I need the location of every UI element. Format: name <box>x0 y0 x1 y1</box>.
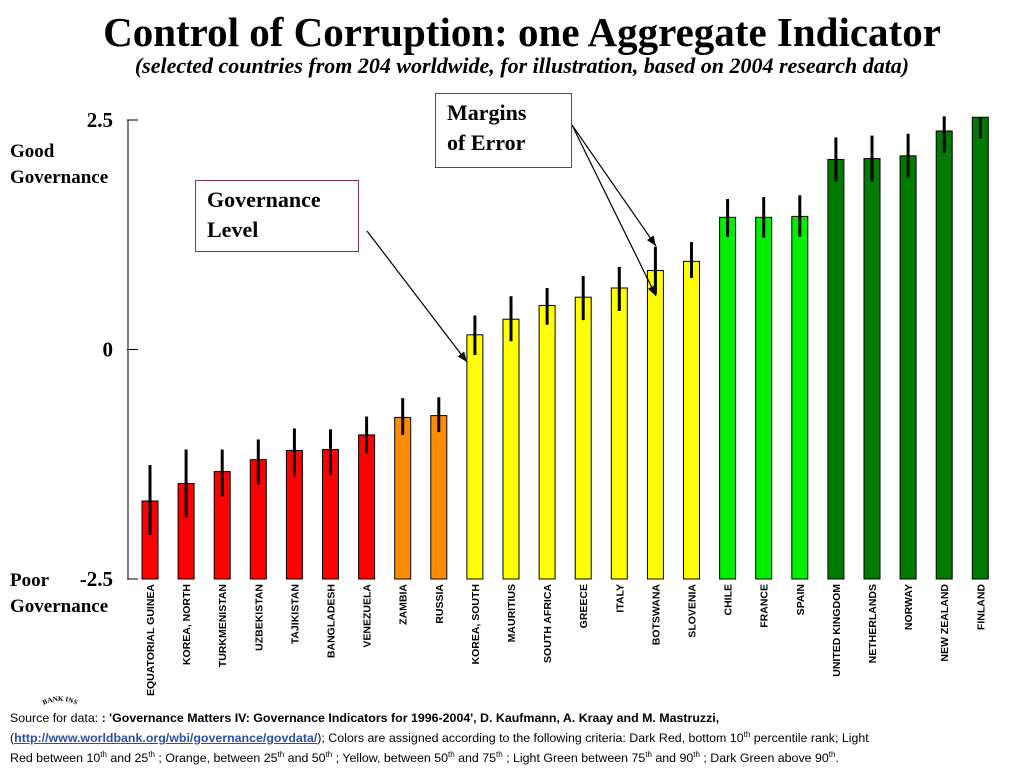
good-label-line2: Governance <box>10 167 109 188</box>
category-label: FRANCE <box>759 584 771 628</box>
criteria-text-6: and 75 <box>454 751 497 765</box>
category-label: NORWAY <box>903 584 915 630</box>
governance-level-callout: Governance Level <box>195 180 359 252</box>
chart-subtitle: (selected countries from 204 worldwide, … <box>134 53 910 78</box>
sup-th: th <box>496 749 503 759</box>
sup-th: th <box>693 749 700 759</box>
governance-level-arrow-line <box>366 230 468 363</box>
world-bank-institute-logo: BANK INS <box>41 695 79 707</box>
bar <box>430 415 448 580</box>
bar <box>719 216 737 580</box>
category-label: FINLAND <box>975 584 987 630</box>
category-label: TAJIKISTAN <box>289 584 301 644</box>
sup-th: th <box>828 749 836 759</box>
category-label: UNITED KINGDOM <box>831 584 843 677</box>
category-label: SOUTH AFRICA <box>542 584 554 663</box>
governance-level-arrow-head <box>457 351 467 362</box>
bar <box>863 158 881 580</box>
criteria-text-9: ; Dark Green above 90 <box>699 751 829 765</box>
criteria-end: . <box>835 751 839 765</box>
poor-governance-label: Poor Governance <box>10 568 108 620</box>
bar <box>646 270 664 580</box>
sup-th: th <box>448 749 455 759</box>
poor-label-line2: Governance <box>10 596 109 617</box>
bar <box>502 318 520 580</box>
y-tick-label: 0 <box>103 338 114 362</box>
sup-th: th <box>148 749 155 759</box>
category-label: MAURITIUS <box>506 584 518 642</box>
category-label: ITALY <box>614 584 626 613</box>
category-label: UZBEKISTAN <box>253 584 265 651</box>
bar <box>358 434 376 580</box>
chart-title: Control of Corruption: one Aggregate Ind… <box>103 9 941 55</box>
sup-th: th <box>277 749 285 759</box>
criteria-text-4: and 50 <box>284 751 326 765</box>
source-link[interactable]: http://www.worldbank.org/wbi/governance/… <box>14 731 318 745</box>
bar <box>394 416 412 580</box>
category-label: RUSSIA <box>434 584 446 624</box>
category-label: EQUATORIAL GUINEA <box>145 584 157 696</box>
criteria-text-8: and 90 <box>651 751 694 765</box>
category-label: KOREA, SOUTH <box>470 584 482 665</box>
governance-callout-line1: Governance <box>207 187 321 212</box>
margins-arrow-lower-line <box>571 124 657 297</box>
bar <box>971 116 989 580</box>
sup-th: th <box>325 749 333 759</box>
good-label-line1: Good <box>10 141 55 162</box>
category-label: BOTSWANA <box>650 584 662 646</box>
bar <box>466 334 484 580</box>
sup-th: th <box>743 729 751 739</box>
poor-label-line1: Poor <box>10 570 50 591</box>
sup-th: th <box>645 749 652 759</box>
category-label: TURKMENISTAN <box>217 584 229 667</box>
criteria-text-3: ; Orange, between 25 <box>154 751 278 765</box>
bar <box>683 260 700 580</box>
criteria-text-1: percentile rank; Light <box>750 731 869 745</box>
bar <box>791 215 809 580</box>
category-label: BANGLADESH <box>326 584 338 658</box>
svg-text:BANK INS: BANK INS <box>41 695 79 707</box>
criteria-text-5: ; Yellow, between 50 <box>332 751 448 765</box>
bar <box>610 287 628 580</box>
category-label: GREECE <box>578 584 590 628</box>
y-tick-label: -2.5 <box>80 567 113 591</box>
margins-arrow-upper-line <box>571 124 657 247</box>
bar <box>755 216 773 580</box>
category-label: NEW ZEALAND <box>939 584 951 662</box>
criteria-intro: ); Colors are assigned according to the … <box>317 731 744 745</box>
bar-chart: 2.5 0 -2.5 EQUATORIAL GUINEA KOREA, NORTH TUR… <box>80 108 989 696</box>
sup-th: th <box>100 749 107 759</box>
category-label: ZAMBIA <box>398 584 410 625</box>
bar <box>538 304 556 580</box>
bar <box>899 155 917 580</box>
bar <box>827 158 845 580</box>
logo-text: BANK INS <box>41 695 79 707</box>
margins-arrow-lower-head <box>648 285 656 296</box>
source-prefix: Source for data: <box>10 711 102 725</box>
source-footer: Source for data: : 'Governance Matters I… <box>10 711 869 765</box>
margins-callout-line1: Margins <box>447 100 527 125</box>
bar <box>574 296 592 580</box>
margins-callout-line2: of Error <box>447 130 526 155</box>
margins-of-error-callout: Margins of Error <box>435 93 572 168</box>
y-tick-label: 2.5 <box>87 108 113 132</box>
category-label: KOREA, NORTH <box>181 584 193 665</box>
category-label: CHILE <box>723 584 735 616</box>
criteria-text-7: ; Light Green between 75 <box>502 751 646 765</box>
criteria-text-2: and 25 <box>106 751 149 765</box>
bar <box>935 130 953 580</box>
source-citation: : 'Governance Matters IV: Governance Ind… <box>101 711 720 725</box>
category-label: SLOVENIA <box>687 584 699 638</box>
category-label: NETHERLANDS <box>867 584 879 663</box>
category-label: VENEZUELA <box>362 584 374 648</box>
good-governance-label: Good Governance <box>10 139 108 191</box>
category-label: SPAIN <box>795 584 807 615</box>
governance-callout-line2: Level <box>207 217 259 242</box>
margins-arrow-upper-head <box>647 235 656 246</box>
